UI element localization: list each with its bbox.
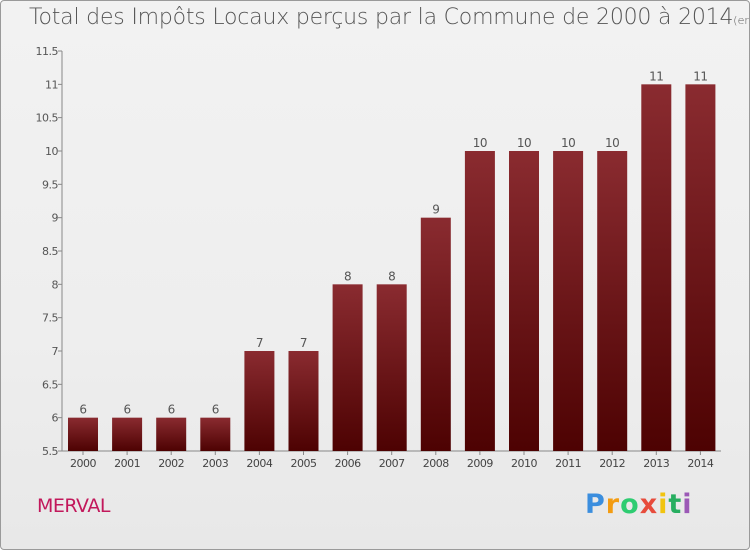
commune-name: MERVAL <box>37 495 110 517</box>
x-tick-label: 2007 <box>379 457 405 470</box>
proxiti-logo: Proxiti <box>585 489 693 520</box>
bar <box>332 284 363 451</box>
y-tick-label: 6.5 <box>42 378 58 391</box>
bar-value-label: 6 <box>168 403 175 417</box>
x-tick-label: 2002 <box>158 457 184 470</box>
y-tick-label: 7.5 <box>42 312 58 325</box>
logo-letter: o <box>620 489 640 520</box>
bar-value-label: 11 <box>649 69 663 83</box>
bar <box>685 84 716 451</box>
bar <box>200 417 231 451</box>
y-tick-label: 8.5 <box>42 245 58 258</box>
y-tick-label: 8 <box>52 278 59 291</box>
bar <box>288 351 319 451</box>
logo-letter: i <box>682 489 693 520</box>
bar-value-label: 11 <box>693 69 707 83</box>
bar-value-label: 6 <box>212 403 219 417</box>
bar-value-label: 10 <box>473 136 487 150</box>
bar <box>464 151 495 451</box>
x-tick-label: 2013 <box>643 457 669 470</box>
bar <box>597 151 628 451</box>
x-tick-label: 2003 <box>202 457 228 470</box>
x-tick-label: 2005 <box>291 457 317 470</box>
x-tick-label: 2004 <box>246 457 272 470</box>
y-tick-label: 11.5 <box>36 45 59 58</box>
logo-letter: P <box>585 489 606 520</box>
bar-value-label: 9 <box>432 203 439 217</box>
y-tick-label: 9.5 <box>42 178 58 191</box>
bar-value-label: 7 <box>256 336 263 350</box>
y-tick-label: 9 <box>52 212 59 225</box>
bar-value-label: 10 <box>605 136 619 150</box>
bar <box>553 151 584 451</box>
x-tick-label: 2000 <box>70 457 96 470</box>
x-tick-label: 2006 <box>335 457 361 470</box>
x-tick-label: 2008 <box>423 457 449 470</box>
bar <box>112 417 143 451</box>
bar-value-label: 8 <box>344 269 351 283</box>
bar <box>641 84 672 451</box>
x-tick-label: 2014 <box>687 457 713 470</box>
bar <box>68 417 98 451</box>
bar-value-label: 10 <box>517 136 531 150</box>
y-tick-label: 10 <box>45 145 58 158</box>
bar <box>420 217 451 451</box>
x-tick-label: 2010 <box>511 457 537 470</box>
chart-subtitle: (en milliers d'€) <box>733 14 750 27</box>
logo-letter: i <box>658 489 669 520</box>
y-tick-label: 11 <box>45 78 58 91</box>
bar <box>376 284 407 451</box>
bar-value-label: 10 <box>561 136 575 150</box>
logo-letter: t <box>668 489 683 520</box>
x-tick-label: 2011 <box>555 457 581 470</box>
bar-value-label: 8 <box>388 269 395 283</box>
y-tick-label: 10.5 <box>36 112 59 125</box>
y-tick-label: 6 <box>52 412 59 425</box>
y-tick-label: 5.5 <box>42 445 58 458</box>
bar <box>509 151 539 451</box>
x-tick-label: 2001 <box>114 457 140 470</box>
chart-title: Total des Impôts Locaux perçus par la Co… <box>29 5 750 30</box>
y-tick-label: 7 <box>52 345 59 358</box>
x-tick-label: 2009 <box>467 457 493 470</box>
bar-value-label: 6 <box>79 403 86 417</box>
x-tick-label: 2012 <box>599 457 625 470</box>
bar-value-label: 6 <box>124 403 131 417</box>
bar-value-label: 7 <box>300 336 307 350</box>
logo-letter: x <box>639 489 659 520</box>
bar <box>156 417 187 451</box>
chart-title-text: Total des Impôts Locaux perçus par la Co… <box>29 5 734 30</box>
bar <box>244 351 275 451</box>
logo-letter: r <box>605 489 621 520</box>
